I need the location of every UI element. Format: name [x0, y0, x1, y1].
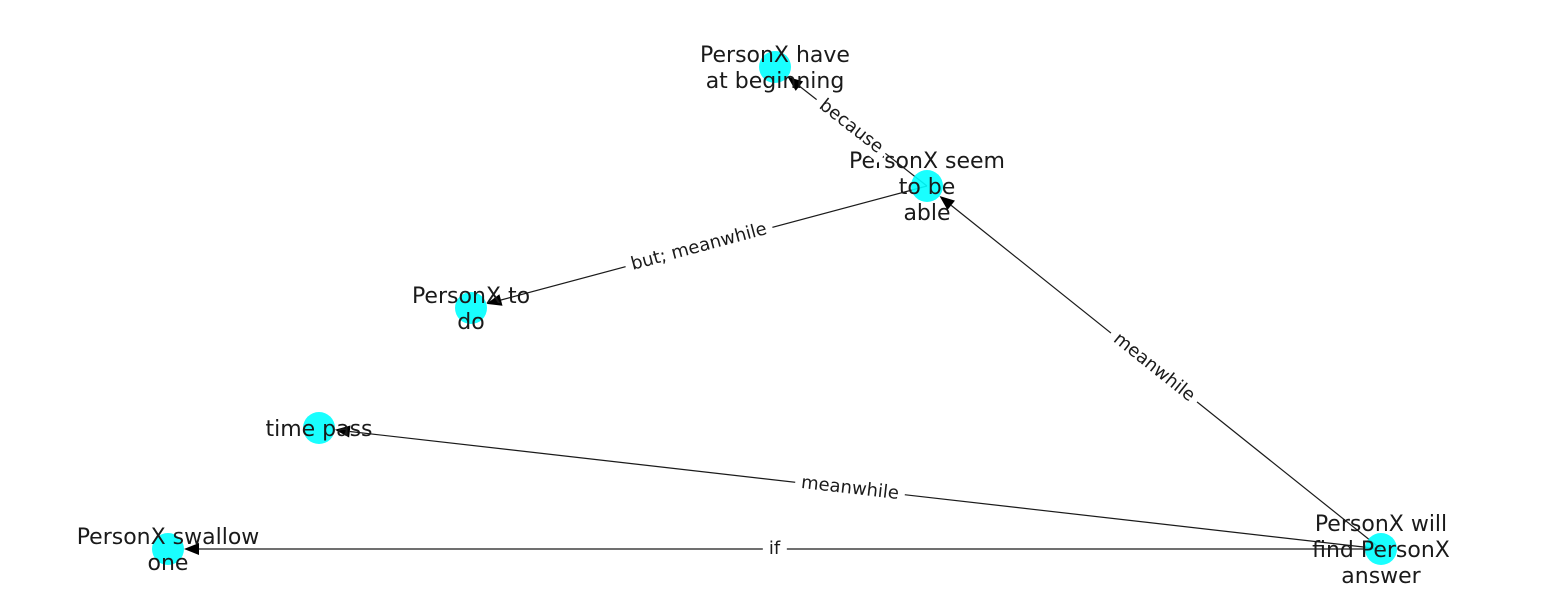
- edge-label-background: [1103, 322, 1206, 412]
- node-label-line: PersonX will: [1315, 512, 1447, 537]
- node-label-line: at beginning: [706, 69, 845, 94]
- node-circle: [759, 51, 791, 83]
- edge-label-background: [793, 469, 907, 507]
- edge-label-background: [809, 89, 894, 163]
- node-label-line: PersonX have: [700, 43, 850, 68]
- edge-label: meanwhile: [1109, 328, 1199, 406]
- edge-arrow-n_seem-n_have: [787, 76, 804, 91]
- node-circle: [1365, 533, 1397, 565]
- edge-label: but; meanwhile: [629, 218, 770, 274]
- node-circle: [152, 533, 184, 565]
- node-label-line: PersonX swallow: [77, 525, 260, 550]
- node-label-line: time pass: [265, 417, 372, 442]
- node-label-line: answer: [1341, 564, 1421, 589]
- edge-label-group: meanwhile: [1103, 322, 1206, 412]
- edge-label-background: [762, 536, 787, 561]
- node-circle: [455, 292, 487, 324]
- edge-label-group: but; meanwhile: [622, 214, 776, 279]
- edge-arrow-n_find-n_time: [334, 425, 351, 438]
- edge-label-group: if: [762, 536, 787, 561]
- node-label-line: PersonX to: [412, 284, 530, 309]
- edge-arrow-n_seem-n_todo: [486, 294, 503, 306]
- node-circle: [911, 170, 943, 202]
- node-time: time pass: [265, 412, 373, 444]
- node-label-line: do: [457, 310, 484, 335]
- node-label-line: find PersonX: [1312, 538, 1450, 563]
- edge-label-background: [622, 214, 776, 279]
- node-label-line: able: [903, 201, 950, 226]
- node-circle: [303, 412, 335, 444]
- edge-arrow-n_find-n_swallow: [184, 543, 199, 555]
- node-label-line: to be: [899, 175, 956, 200]
- edges-layer: [184, 76, 1382, 555]
- edge-label-group: meanwhile: [793, 469, 907, 507]
- node-label-line: one: [148, 551, 189, 576]
- edge-arrow-n_find-n_seem: [939, 195, 955, 211]
- edge-label: if: [769, 538, 781, 559]
